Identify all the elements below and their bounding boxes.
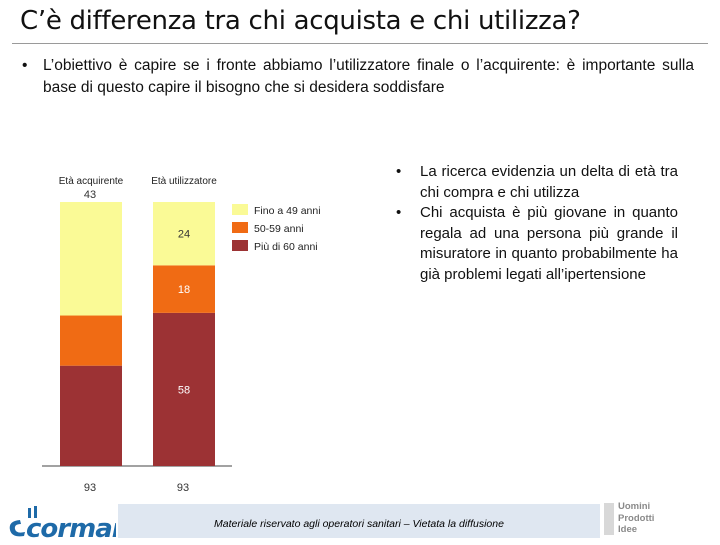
findings-list: • La ricerca evidenzia un delta di età tr… bbox=[396, 162, 678, 285]
bar-segment bbox=[153, 312, 215, 466]
bar-segment bbox=[153, 265, 215, 313]
footer-band bbox=[118, 504, 600, 538]
finding-text: Chi acquista è più giovane in quanto reg… bbox=[420, 204, 678, 283]
finding-item: • Chi acquista è più giovane in quanto re… bbox=[396, 203, 678, 285]
legend-swatch bbox=[232, 204, 248, 215]
footer-disclaimer: Materiale riservato agli operatori sanit… bbox=[214, 518, 504, 530]
side-logo-line: Uomini bbox=[618, 501, 651, 512]
side-logo: Uomini Prodotti Idee bbox=[618, 501, 654, 536]
data-label: 43 bbox=[84, 189, 96, 201]
category-label: Età acquirente bbox=[59, 176, 124, 187]
finding-text: La ricerca evidenzia un delta di età tra… bbox=[420, 163, 678, 201]
intro-bullet: • L’obiettivo è capire se i fronte abbia… bbox=[22, 55, 694, 99]
data-label: 24 bbox=[178, 229, 190, 241]
data-label: 18 bbox=[178, 284, 190, 296]
legend-label: Fino a 49 anni bbox=[254, 205, 321, 217]
side-logo-mark bbox=[604, 503, 614, 535]
total-label: 93 bbox=[84, 482, 96, 494]
bullet-icon: • bbox=[396, 163, 402, 180]
slide-title: C’è differenza tra chi acquista e chi ut… bbox=[20, 6, 581, 36]
data-label: 58 bbox=[178, 384, 190, 396]
bar-segment bbox=[60, 315, 122, 366]
legend-swatch bbox=[232, 222, 248, 233]
category-label: Età utilizzatore bbox=[151, 176, 217, 187]
legend-label: Più di 60 anni bbox=[254, 241, 318, 253]
total-label: 93 bbox=[177, 482, 189, 494]
bullet-icon: • bbox=[396, 204, 402, 221]
title-divider bbox=[12, 43, 708, 44]
logo-text: corman bbox=[26, 514, 116, 540]
intro-text: L’obiettivo è capire se i fronte abbiamo… bbox=[43, 57, 694, 96]
bar-segment bbox=[60, 202, 122, 316]
bullet-icon: • bbox=[22, 57, 28, 74]
bar-segment bbox=[60, 365, 122, 466]
legend-swatch bbox=[232, 240, 248, 251]
side-logo-line: Idee bbox=[618, 524, 638, 535]
finding-item: • La ricerca evidenzia un delta di età tr… bbox=[396, 162, 678, 203]
side-logo-line: Prodotti bbox=[618, 512, 655, 524]
bar-segment bbox=[153, 202, 215, 266]
corman-logo: corman bbox=[6, 506, 130, 544]
stacked-bar-chart: Età acquirente38194393Età utilizzatore58… bbox=[42, 176, 321, 494]
legend-label: 50-59 anni bbox=[254, 223, 304, 235]
